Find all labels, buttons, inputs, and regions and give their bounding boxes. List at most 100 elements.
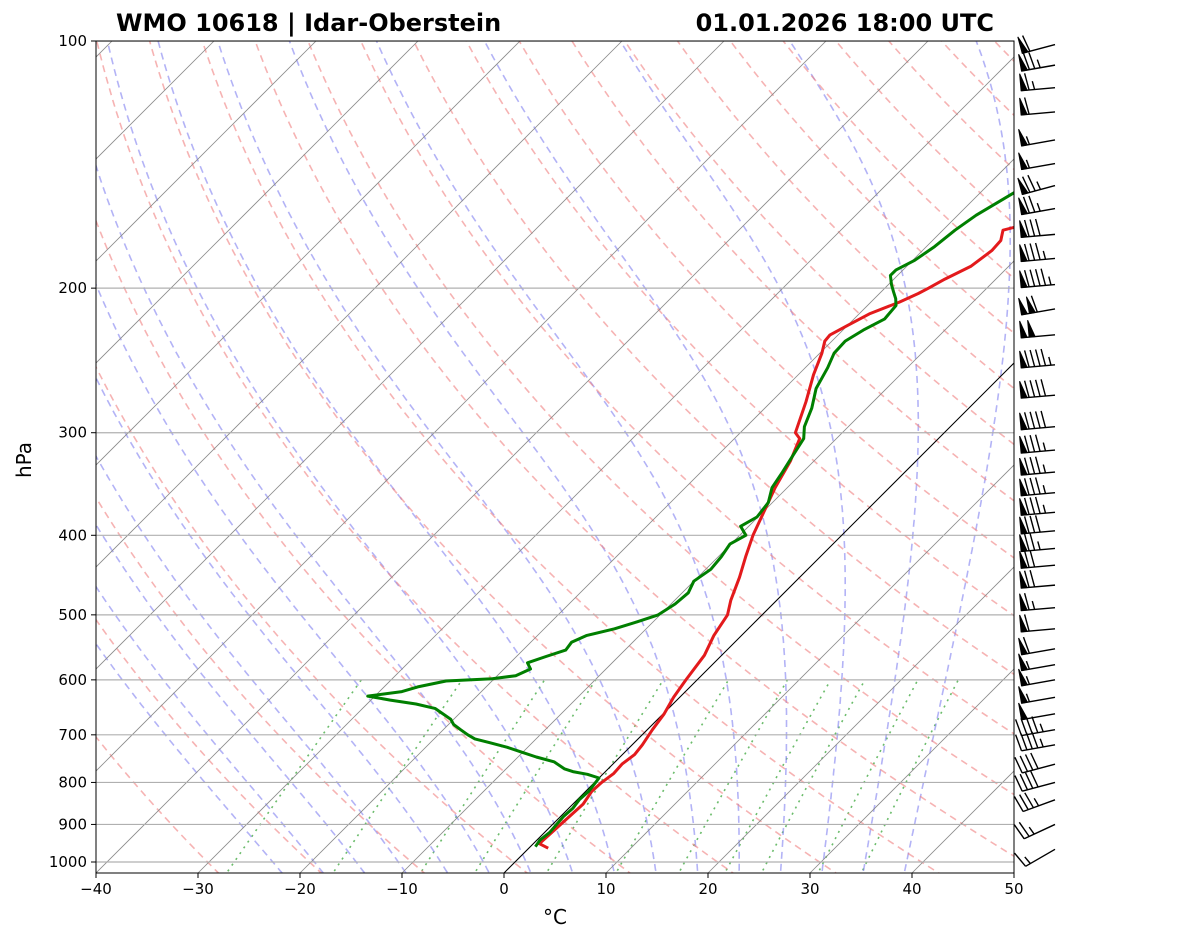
wind-barb xyxy=(1013,848,1056,867)
mixing-ratio-line xyxy=(760,679,866,873)
dry-adiabats xyxy=(96,41,1014,873)
wind-barb xyxy=(1018,653,1056,672)
isotherm-line xyxy=(96,41,419,364)
wind-barb xyxy=(1014,752,1056,774)
dry-adiabat xyxy=(96,218,632,873)
isotherm-line xyxy=(96,41,521,466)
x-tick-label: 10 xyxy=(596,880,615,898)
moist-adiabat xyxy=(789,41,920,873)
wind-barb xyxy=(1019,268,1056,289)
mixing-ratio-line xyxy=(225,679,362,873)
isotherm-line xyxy=(401,260,1014,873)
wind-barb xyxy=(1014,771,1056,792)
y-tick-label: 1000 xyxy=(49,853,87,871)
x-tick-label: −20 xyxy=(284,880,316,898)
dry-adiabat xyxy=(834,41,1014,225)
plot-area xyxy=(96,41,1014,873)
isotherm-line xyxy=(96,41,623,568)
wind-barb xyxy=(1019,496,1056,516)
wind-barb xyxy=(1018,195,1056,216)
wind-barb xyxy=(1017,174,1056,196)
wind-barb xyxy=(1019,550,1056,569)
x-tick-label: 0 xyxy=(499,880,509,898)
isotherm-line xyxy=(197,56,1014,873)
title-left: WMO 10618 | Idar-Oberstein xyxy=(116,9,501,37)
wind-barb xyxy=(1019,533,1056,553)
isotherm-line xyxy=(96,41,725,670)
mixing-ratio-line xyxy=(723,679,832,873)
x-tick-label: 20 xyxy=(698,880,717,898)
moist-adiabat xyxy=(903,41,1011,873)
skewed-isotherms xyxy=(96,41,1014,873)
moist-adiabat xyxy=(96,282,491,873)
isotherm-line xyxy=(605,464,1014,873)
wind-barb xyxy=(1019,319,1056,339)
moist-adiabat xyxy=(96,376,449,873)
wind-barb xyxy=(1018,702,1056,721)
dry-adiabat xyxy=(96,496,426,873)
wind-barb xyxy=(1013,792,1056,813)
wind-barb xyxy=(1018,686,1056,704)
mixing-ratio-line xyxy=(419,679,546,873)
wind-barb xyxy=(1019,456,1056,476)
zero-degree-isotherm xyxy=(503,362,1014,873)
y-tick-label: 100 xyxy=(58,32,87,50)
moist-adiabat xyxy=(288,41,699,873)
wind-barb xyxy=(1019,379,1056,399)
mixing-ratio-line xyxy=(677,679,789,873)
pressure-gridlines xyxy=(96,41,1014,863)
wind-barb xyxy=(1019,515,1056,535)
title-right: 01.01.2026 18:00 UTC xyxy=(696,9,994,37)
wind-barb xyxy=(1019,570,1056,589)
wind-barb xyxy=(1013,821,1056,840)
dry-adiabat xyxy=(96,735,220,873)
y-tick-label: 900 xyxy=(58,815,87,833)
y-tick-label: 800 xyxy=(58,773,87,791)
wind-barb xyxy=(1019,242,1056,263)
x-tick-label: −10 xyxy=(386,880,418,898)
dry-adiabat xyxy=(201,41,941,873)
wind-barb xyxy=(1019,477,1056,497)
x-tick-label: 50 xyxy=(1004,880,1023,898)
wind-barb xyxy=(1019,434,1056,454)
wind-barb xyxy=(1019,614,1056,633)
wind-barb xyxy=(1017,35,1056,54)
dry-adiabat xyxy=(148,41,838,873)
dry-adiabat xyxy=(623,41,1014,446)
wind-barb xyxy=(1014,731,1056,752)
wind-barb xyxy=(1019,348,1056,369)
y-tick-label: 600 xyxy=(58,671,87,689)
dry-adiabat xyxy=(518,41,1014,559)
wind-barb xyxy=(1018,52,1056,72)
y-axis-ticks: 100 200 300 400 500 600 700 800 900 1000 xyxy=(49,32,96,871)
dry-adiabat xyxy=(96,41,735,873)
isotherm-line xyxy=(96,41,317,262)
isotherm-line xyxy=(809,668,1014,873)
x-tick-label: 30 xyxy=(800,880,819,898)
x-axis-ticks: −40 −30 −20 −10 0 10 20 30 40 50 xyxy=(80,873,1024,898)
sounding-profiles xyxy=(366,190,1014,850)
wind-barb xyxy=(1019,218,1056,238)
wind-barb xyxy=(1018,668,1056,687)
dry-adiabat xyxy=(465,41,1014,617)
mixing-ratio-line xyxy=(860,679,960,873)
wind-barb xyxy=(1018,636,1056,656)
x-axis-label: °C xyxy=(543,905,567,929)
y-tick-label: 300 xyxy=(58,424,87,442)
wind-barb xyxy=(1019,73,1056,92)
wind-barbs xyxy=(1013,35,1056,867)
x-tick-label: 40 xyxy=(902,880,921,898)
isotherm-line xyxy=(96,41,827,772)
wind-barb xyxy=(1018,128,1056,147)
wind-barb xyxy=(1019,410,1056,431)
y-axis-label: hPa xyxy=(12,442,36,478)
isotherm-line xyxy=(707,566,1014,873)
wind-barb xyxy=(1014,716,1056,737)
dry-adiabat xyxy=(96,365,529,873)
x-tick-label: −30 xyxy=(182,880,214,898)
wind-barb xyxy=(1019,97,1056,116)
isotherm-line xyxy=(96,41,929,873)
dry-adiabat xyxy=(254,41,1014,858)
